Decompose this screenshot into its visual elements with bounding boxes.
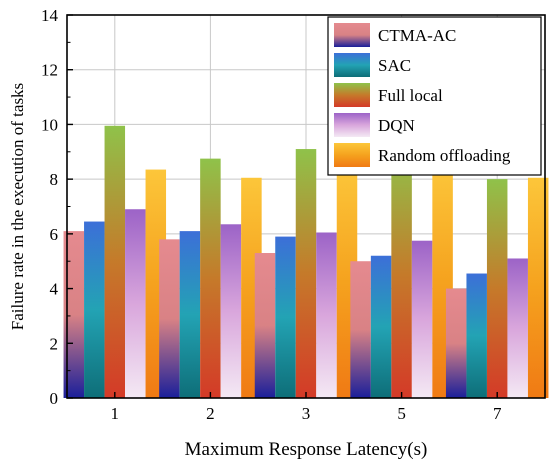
bar-ctma-ac-2 (159, 239, 180, 398)
y-tick-label: 10 (41, 115, 58, 134)
bar-sac-1 (84, 221, 105, 398)
x-axis-label: Maximum Response Latency(s) (185, 439, 428, 460)
bars (63, 125, 549, 399)
legend-label-sac: SAC (378, 56, 411, 75)
y-tick-label: 8 (50, 170, 59, 189)
bar-ctma-ac-1 (63, 231, 85, 398)
legend-label-ctma-ac: CTMA-AC (378, 26, 456, 45)
bar-full-local-3 (295, 149, 317, 398)
x-tick-label: 5 (397, 404, 406, 423)
bar-full-local-2 (200, 158, 221, 398)
legend-swatch-full-local (334, 83, 370, 107)
y-tick-label: 12 (41, 61, 58, 80)
bar-dqn-5 (411, 240, 433, 398)
y-axis-label: Failure rate in the execution of tasks (8, 83, 27, 330)
legend-label-full-local: Full local (378, 86, 443, 105)
bar-sac-3 (275, 236, 296, 398)
bar-full-local-7 (486, 179, 508, 398)
y-tick-label: 6 (50, 225, 59, 244)
legend-swatch-sac (334, 53, 370, 77)
legend-swatch-random-offloading (334, 143, 370, 167)
y-tick-label: 0 (50, 389, 59, 408)
bar-sac-5 (370, 255, 392, 398)
bar-dqn-7 (507, 258, 528, 398)
x-tick-label: 1 (111, 404, 120, 423)
legend: CTMA-AC SAC Full local DQN Random offloading (327, 16, 542, 176)
bar-ctma-ac-7 (445, 288, 467, 398)
legend-label-dqn: DQN (378, 116, 415, 135)
x-tick-label: 7 (493, 404, 502, 423)
y-tick-label: 4 (50, 280, 59, 299)
legend-swatch-dqn (334, 113, 370, 137)
bar-full-local-1 (104, 125, 126, 399)
legend-label-random-offloading: Random offloading (378, 146, 511, 165)
x-tick-label: 2 (206, 404, 215, 423)
bar-full-local-5 (391, 151, 412, 398)
bar-dqn-2 (220, 224, 242, 398)
x-tick-label: 3 (302, 404, 311, 423)
bar-ctma-ac-5 (350, 261, 371, 398)
bar-dqn-1 (125, 209, 146, 398)
legend-swatch-ctma-ac (334, 23, 370, 47)
bar-dqn-3 (316, 232, 337, 398)
y-tick-label: 2 (50, 334, 59, 353)
bar-sac-7 (466, 273, 487, 398)
bar-random-offloading-7 (527, 177, 549, 398)
y-tick-label: 14 (41, 6, 59, 25)
bar-sac-2 (179, 231, 201, 398)
bar-ctma-ac-3 (254, 253, 276, 398)
